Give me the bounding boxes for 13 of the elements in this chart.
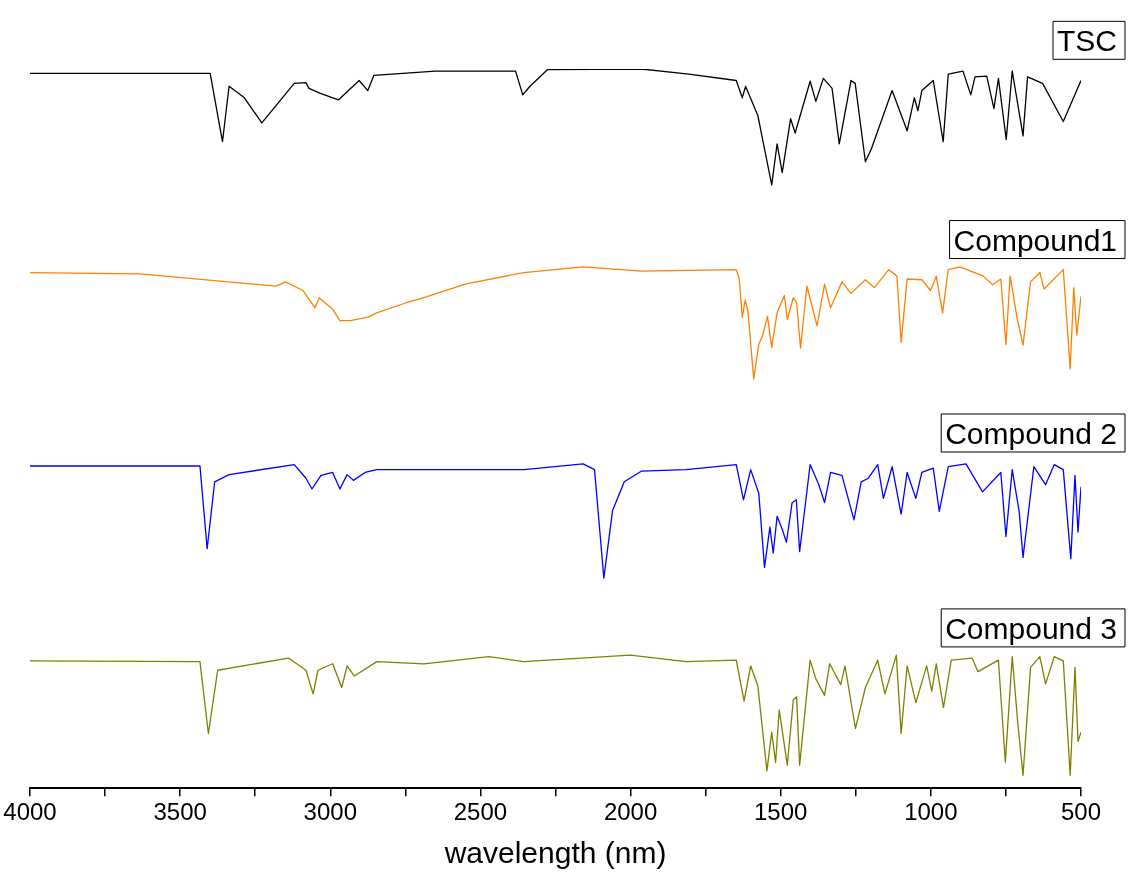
x-tick-label: 1000 [904,798,958,826]
x-tick-label: 1500 [754,798,808,826]
x-axis-title: wavelength (nm) [443,836,667,870]
series-label: TSC [1057,24,1117,58]
x-tick-label: 3000 [303,798,357,826]
x-tick-label: 3500 [153,798,207,826]
series-label: Compound 3 [945,611,1117,645]
x-tick-label: 2000 [603,798,658,826]
x-tick-label: 2500 [453,798,508,826]
series-label: Compound1 [953,223,1117,257]
x-tick-label: 4000 [3,798,57,826]
x-tick-label: 500 [1060,798,1102,826]
series-label: Compound 2 [945,417,1117,450]
